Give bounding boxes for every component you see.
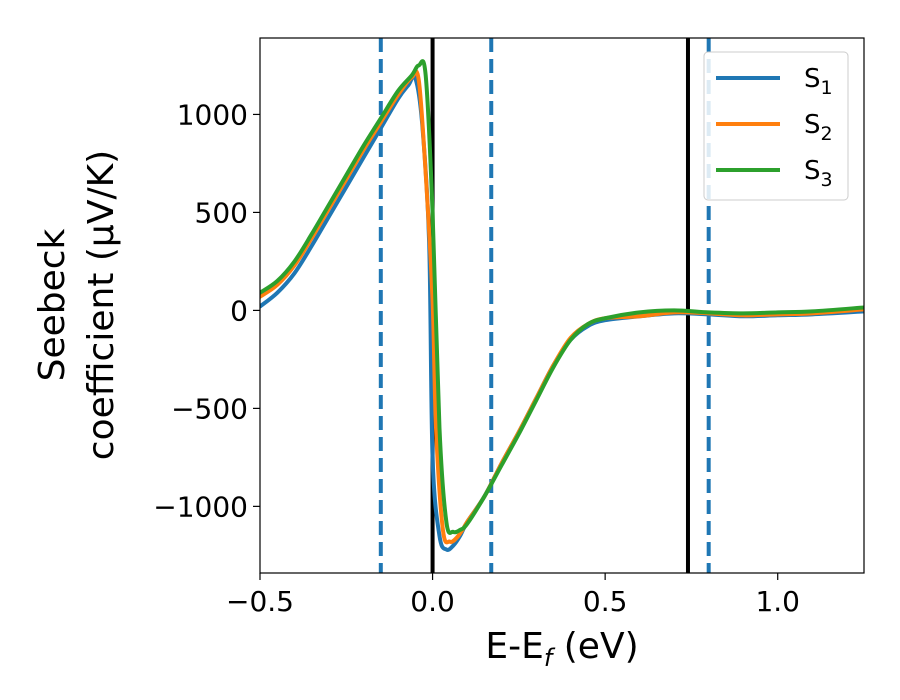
y-tick-label: 500: [195, 196, 248, 229]
x-tick-label: 0.5: [583, 585, 628, 618]
y-tick-label: 0: [230, 294, 248, 327]
x-tick-label: 0.0: [410, 585, 455, 618]
plot-frame: [259, 37, 865, 574]
legend-label-s3: S3: [804, 156, 833, 191]
y-tick-label: 1000: [177, 98, 248, 131]
y-axis-label-line1: Seebeck: [32, 228, 73, 381]
x-tick-label: −0.5: [226, 585, 294, 618]
y-axis-ticks: −1000 −500 0 500 1000: [153, 98, 260, 523]
legend-label-s1: S1: [804, 64, 833, 99]
legend-label-s2: S2: [804, 110, 833, 145]
series-line-s3: [260, 59, 864, 535]
series-lines: [260, 59, 864, 552]
y-tick-label: −1000: [153, 490, 248, 523]
y-tick-label: −500: [171, 392, 248, 425]
legend: S1 S2 S3: [703, 51, 849, 201]
x-tick-label: 1.0: [755, 585, 800, 618]
x-axis-label: E-Ef (eV): [485, 626, 638, 672]
y-axis-label-line2: coefficient (μV/K): [81, 150, 122, 460]
x-axis-ticks: −0.5 0.0 0.5 1.0: [226, 573, 800, 618]
